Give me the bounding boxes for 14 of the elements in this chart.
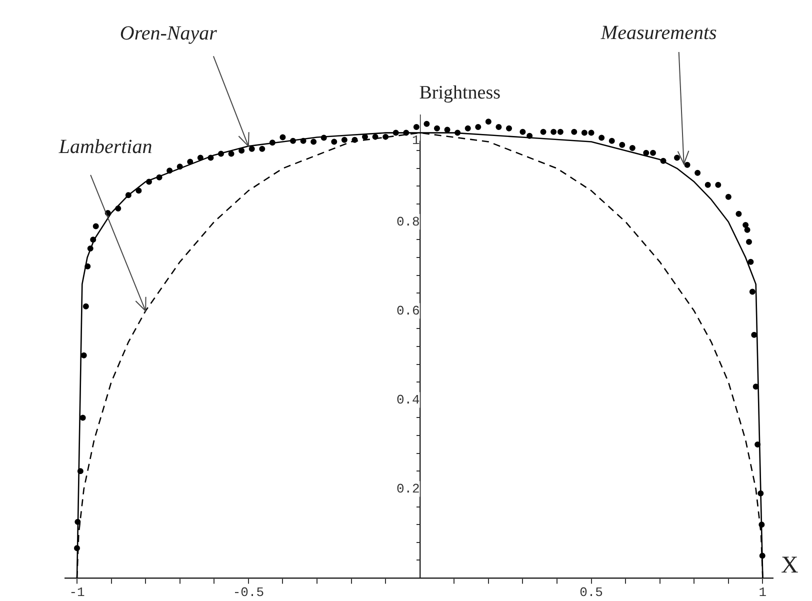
annotation: Oren-Nayar (120, 22, 218, 44)
x-tick-label: -0.5 (232, 585, 264, 600)
y-tick-label: 0.2 (396, 481, 420, 496)
annotation: Measurements (600, 22, 718, 44)
y-tick-label: 0.6 (396, 303, 420, 318)
x-tick-label: -1 (69, 585, 85, 600)
x-axis-title: X (781, 552, 798, 578)
x-tick-label: 1 (758, 585, 767, 600)
annotation: Lambertian (58, 136, 152, 158)
y-tick-label: 0.8 (396, 214, 420, 230)
y-tick-label: 1 (412, 133, 420, 148)
y-tick-label: 0.4 (396, 392, 420, 408)
y-axis-title: Brightness (419, 82, 500, 104)
x-tick-label: 0.5 (580, 585, 603, 600)
